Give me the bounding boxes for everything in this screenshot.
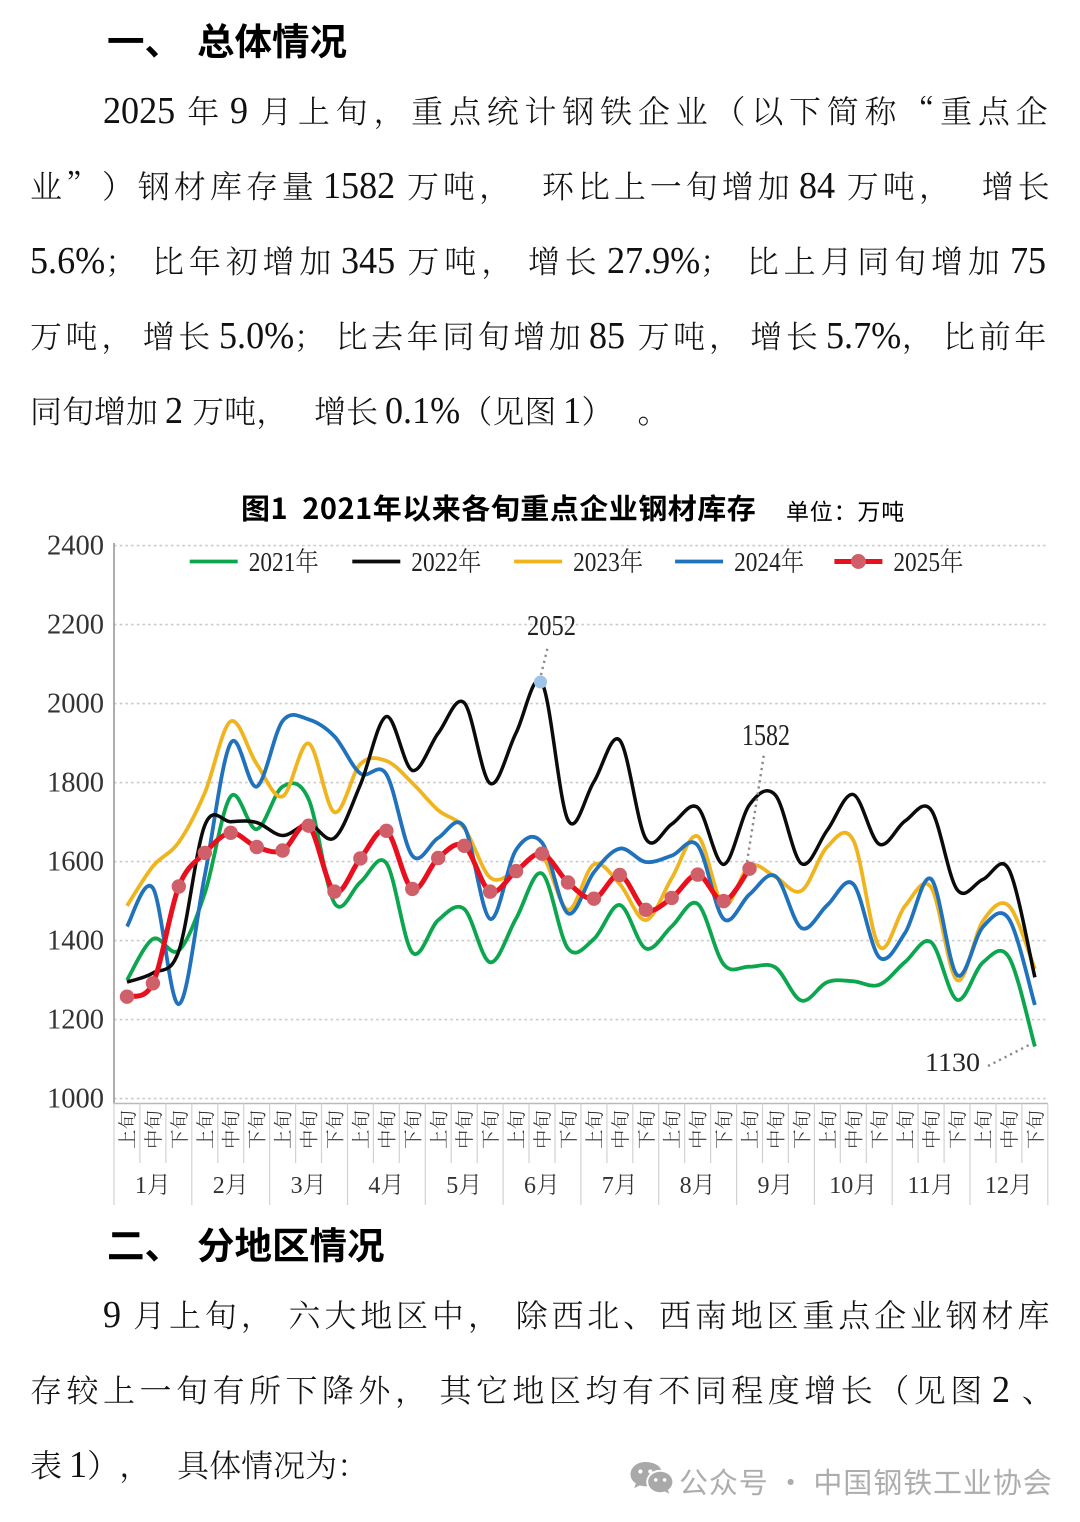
svg-text:2023年: 2023年 bbox=[573, 540, 643, 579]
svg-text:下旬: 下旬 bbox=[164, 1110, 192, 1149]
svg-text:1582: 1582 bbox=[742, 717, 790, 752]
svg-text:上旬: 上旬 bbox=[657, 1110, 685, 1149]
svg-text:上旬: 上旬 bbox=[579, 1110, 607, 1149]
svg-text:上旬: 上旬 bbox=[268, 1110, 296, 1149]
svg-text:中旬: 中旬 bbox=[605, 1110, 633, 1149]
svg-text:上旬: 上旬 bbox=[813, 1110, 841, 1149]
svg-text:下旬: 下旬 bbox=[787, 1110, 815, 1149]
svg-text:下旬: 下旬 bbox=[320, 1110, 348, 1149]
svg-text:11月: 11月 bbox=[908, 1165, 955, 1200]
svg-text:2021年: 2021年 bbox=[249, 540, 319, 579]
svg-text:2400: 2400 bbox=[47, 531, 104, 562]
svg-text:中旬: 中旬 bbox=[994, 1110, 1022, 1149]
svg-text:上旬: 上旬 bbox=[969, 1110, 997, 1149]
svg-text:2月: 2月 bbox=[213, 1165, 249, 1200]
svg-text:4月: 4月 bbox=[368, 1165, 404, 1200]
svg-text:5月: 5月 bbox=[446, 1165, 482, 1200]
svg-text:上旬: 上旬 bbox=[113, 1110, 141, 1149]
svg-text:下旬: 下旬 bbox=[398, 1110, 426, 1149]
svg-text:12月: 12月 bbox=[985, 1165, 1033, 1200]
svg-text:下旬: 下旬 bbox=[631, 1110, 659, 1149]
svg-text:中旬: 中旬 bbox=[528, 1110, 556, 1149]
svg-text:上旬: 上旬 bbox=[891, 1110, 919, 1149]
svg-text:9月: 9月 bbox=[758, 1165, 794, 1200]
svg-text:1400: 1400 bbox=[47, 926, 104, 957]
svg-text:8月: 8月 bbox=[680, 1165, 716, 1200]
svg-text:2024年: 2024年 bbox=[734, 540, 804, 579]
svg-text:7月: 7月 bbox=[602, 1165, 638, 1200]
svg-text:2052: 2052 bbox=[527, 610, 576, 642]
svg-text:下旬: 下旬 bbox=[1020, 1110, 1048, 1149]
svg-text:3月: 3月 bbox=[291, 1165, 327, 1200]
svg-text:上旬: 上旬 bbox=[502, 1110, 530, 1149]
svg-text:1600: 1600 bbox=[47, 847, 104, 878]
svg-text:中旬: 中旬 bbox=[683, 1110, 711, 1149]
svg-text:2022年: 2022年 bbox=[411, 540, 481, 579]
svg-text:2025年: 2025年 bbox=[893, 540, 963, 579]
svg-text:1月: 1月 bbox=[135, 1165, 171, 1200]
svg-text:1200: 1200 bbox=[47, 1005, 104, 1036]
svg-text:2200: 2200 bbox=[47, 610, 104, 641]
svg-text:中旬: 中旬 bbox=[917, 1110, 945, 1149]
svg-text:上旬: 上旬 bbox=[735, 1110, 763, 1149]
svg-text:10月: 10月 bbox=[829, 1165, 877, 1200]
svg-text:下旬: 下旬 bbox=[709, 1110, 737, 1149]
svg-text:中旬: 中旬 bbox=[372, 1110, 400, 1149]
svg-text:上旬: 上旬 bbox=[190, 1110, 218, 1149]
svg-text:中旬: 中旬 bbox=[839, 1110, 867, 1149]
svg-text:上旬: 上旬 bbox=[346, 1110, 374, 1149]
svg-text:下旬: 下旬 bbox=[865, 1110, 893, 1149]
svg-text:中旬: 中旬 bbox=[138, 1110, 166, 1149]
svg-text:1130: 1130 bbox=[925, 1048, 980, 1077]
svg-text:2000: 2000 bbox=[47, 689, 104, 720]
svg-text:中旬: 中旬 bbox=[216, 1110, 244, 1149]
svg-text:1800: 1800 bbox=[47, 768, 104, 799]
svg-text:下旬: 下旬 bbox=[554, 1110, 582, 1149]
svg-text:下旬: 下旬 bbox=[476, 1110, 504, 1149]
svg-text:下旬: 下旬 bbox=[943, 1110, 971, 1149]
svg-text:中旬: 中旬 bbox=[450, 1110, 478, 1149]
svg-text:上旬: 上旬 bbox=[424, 1110, 452, 1149]
svg-text:1000: 1000 bbox=[47, 1084, 104, 1115]
svg-text:中旬: 中旬 bbox=[294, 1110, 322, 1149]
svg-text:中旬: 中旬 bbox=[761, 1110, 789, 1149]
svg-text:6月: 6月 bbox=[524, 1165, 560, 1200]
svg-text:下旬: 下旬 bbox=[242, 1110, 270, 1149]
